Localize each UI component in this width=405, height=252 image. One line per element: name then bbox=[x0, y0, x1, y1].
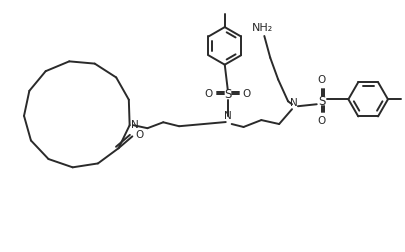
Text: O: O bbox=[242, 89, 250, 99]
Text: N: N bbox=[223, 111, 231, 121]
Text: S: S bbox=[317, 95, 324, 108]
Text: S: S bbox=[224, 88, 231, 101]
Text: N: N bbox=[290, 98, 297, 108]
Text: O: O bbox=[135, 130, 143, 140]
Text: O: O bbox=[317, 116, 325, 126]
Text: O: O bbox=[204, 89, 212, 99]
Text: O: O bbox=[317, 75, 325, 85]
Text: NH₂: NH₂ bbox=[251, 23, 272, 33]
Text: N: N bbox=[130, 120, 138, 130]
